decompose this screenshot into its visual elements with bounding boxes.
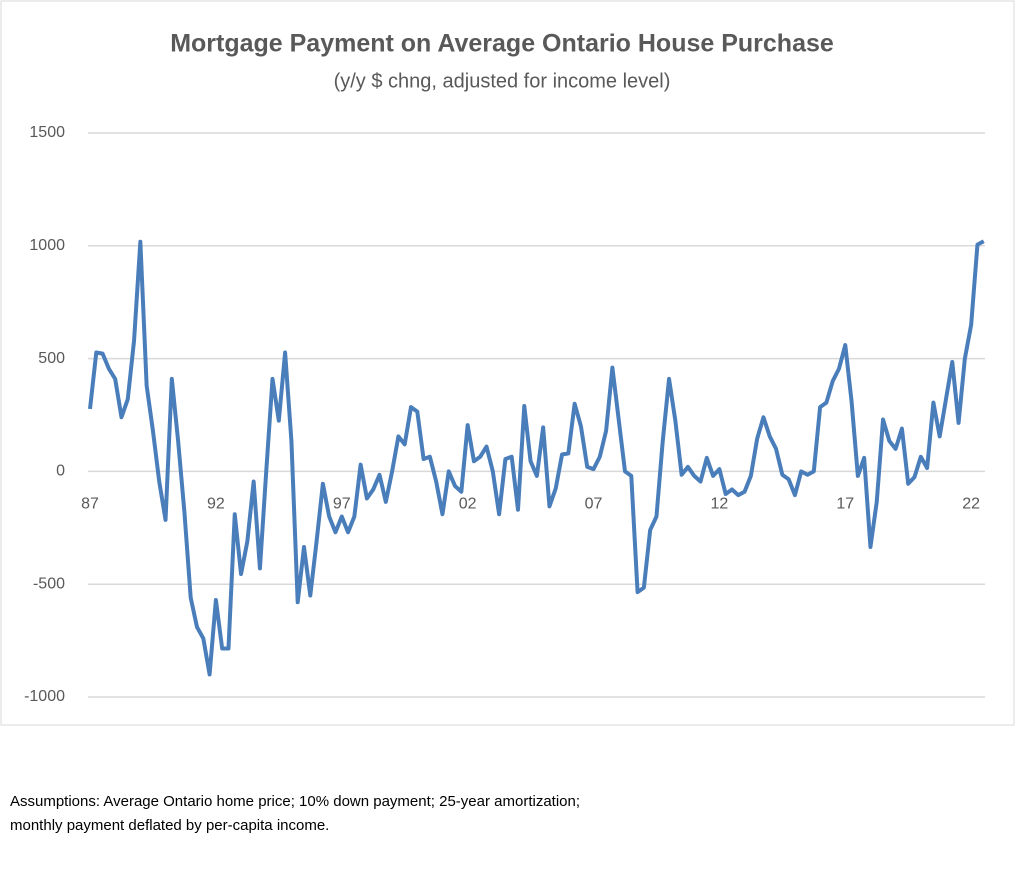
x-tick-label: 87	[81, 496, 99, 513]
note-line: monthly payment deflated by per-capita i…	[10, 817, 330, 834]
x-tick-label: 12	[710, 496, 728, 513]
y-tick-label: 500	[38, 350, 65, 367]
footnote: Assumptions: Average Ontario home price;…	[10, 790, 580, 838]
data-line	[88, 239, 985, 677]
y-tick-label: 1500	[29, 124, 65, 141]
note-line: Assumptions: Average Ontario home price;…	[10, 793, 581, 810]
x-tick-label: 97	[333, 496, 351, 513]
x-tick-label: 07	[585, 496, 603, 513]
x-tick-label: 02	[459, 496, 477, 513]
x-tick-label: 22	[962, 496, 980, 513]
x-tick-label: 92	[207, 496, 225, 513]
chart-title: Mortgage Payment on Average Ontario Hous…	[170, 30, 834, 58]
y-tick-label: -1000	[24, 688, 65, 705]
y-tick-label: -500	[33, 575, 65, 592]
chart-subtitle: (y/y $ chng, adjusted for income level)	[334, 70, 671, 92]
y-tick-label: 1000	[29, 237, 65, 254]
x-tick-label: 17	[836, 496, 854, 513]
chart-border	[0, 0, 1015, 726]
y-tick-label: 0	[56, 463, 65, 480]
chart: Mortgage Payment on Average Ontario Hous…	[0, 0, 1015, 726]
